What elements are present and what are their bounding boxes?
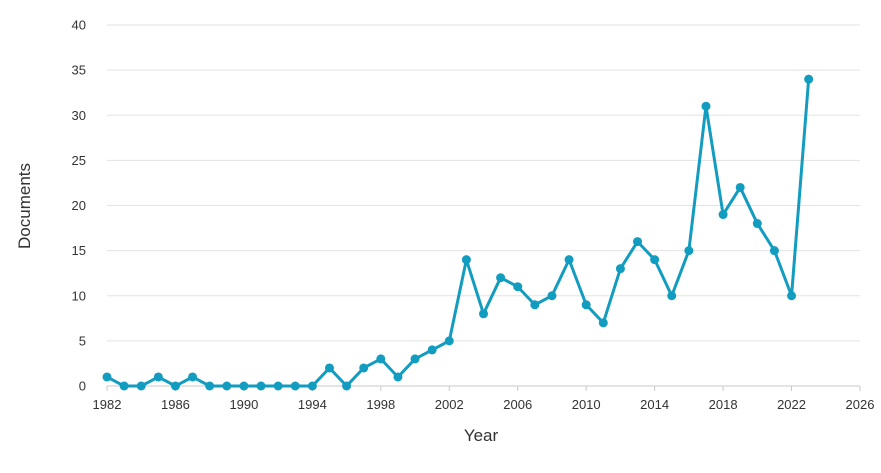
data-point — [222, 381, 232, 391]
data-point — [769, 246, 779, 256]
data-point — [359, 363, 369, 373]
x-tick-label: 2022 — [777, 397, 806, 412]
data-point — [547, 291, 557, 301]
data-point — [119, 381, 129, 391]
y-tick-label: 5 — [79, 333, 86, 348]
x-axis-title: Year — [464, 426, 499, 445]
data-point — [718, 210, 728, 220]
data-point — [290, 381, 300, 391]
series-line — [106, 79, 811, 388]
data-point — [513, 282, 523, 292]
y-tick-label: 10 — [72, 288, 86, 303]
data-point — [615, 264, 625, 274]
y-tick-label: 20 — [72, 198, 86, 213]
data-point — [153, 372, 163, 382]
x-axis-ticks: 1982 1986 1990 1994 1998 2002 2006 2010 2014 2018… — [93, 386, 875, 412]
data-point — [787, 291, 797, 301]
data-point — [188, 372, 198, 382]
x-tick-label: 2014 — [640, 397, 669, 412]
data-point — [324, 363, 334, 373]
data-point — [684, 246, 694, 256]
data-point — [804, 74, 814, 84]
data-point — [564, 255, 574, 265]
y-tick-label: 30 — [72, 108, 86, 123]
x-tick-label: 1986 — [161, 397, 190, 412]
x-tick-label: 2006 — [503, 397, 532, 412]
data-point — [136, 381, 146, 391]
data-point — [633, 237, 643, 247]
data-point — [496, 273, 506, 283]
y-tick-label: 40 — [72, 18, 86, 33]
data-point — [530, 300, 540, 310]
data-point — [410, 354, 420, 364]
data-point — [752, 219, 762, 229]
y-axis-title: Documents — [15, 163, 34, 249]
data-point — [598, 318, 608, 328]
x-tick-label: 2002 — [435, 397, 464, 412]
data-point — [427, 345, 437, 355]
y-tick-label: 35 — [72, 63, 86, 78]
series-documents — [102, 74, 814, 391]
data-point — [342, 381, 352, 391]
data-point — [650, 255, 660, 265]
grid — [107, 24, 860, 387]
x-tick-label: 2026 — [846, 397, 875, 412]
data-point — [444, 336, 454, 346]
data-point — [205, 381, 215, 391]
data-point — [667, 291, 677, 301]
x-tick-label: 1994 — [298, 397, 327, 412]
data-point — [170, 381, 180, 391]
x-tick-label: 2010 — [572, 397, 601, 412]
data-point — [393, 372, 403, 382]
data-point — [735, 182, 745, 192]
data-point — [701, 101, 711, 111]
data-point — [376, 354, 386, 364]
data-point — [461, 255, 471, 265]
data-point — [256, 381, 266, 391]
x-tick-label: 2018 — [709, 397, 738, 412]
y-tick-label: 15 — [72, 243, 86, 258]
y-tick-label: 25 — [72, 153, 86, 168]
y-axis-ticks: 0 5 10 15 20 25 30 35 40 — [72, 18, 86, 394]
data-point — [273, 381, 283, 391]
data-point — [479, 309, 488, 319]
data-point — [239, 381, 249, 391]
x-tick-label: 1990 — [229, 397, 258, 412]
y-tick-label: 0 — [79, 379, 86, 394]
data-point — [307, 381, 317, 391]
x-tick-label: 1982 — [93, 397, 122, 412]
data-point — [581, 300, 591, 310]
x-tick-label: 1998 — [366, 397, 395, 412]
data-point — [102, 372, 112, 382]
